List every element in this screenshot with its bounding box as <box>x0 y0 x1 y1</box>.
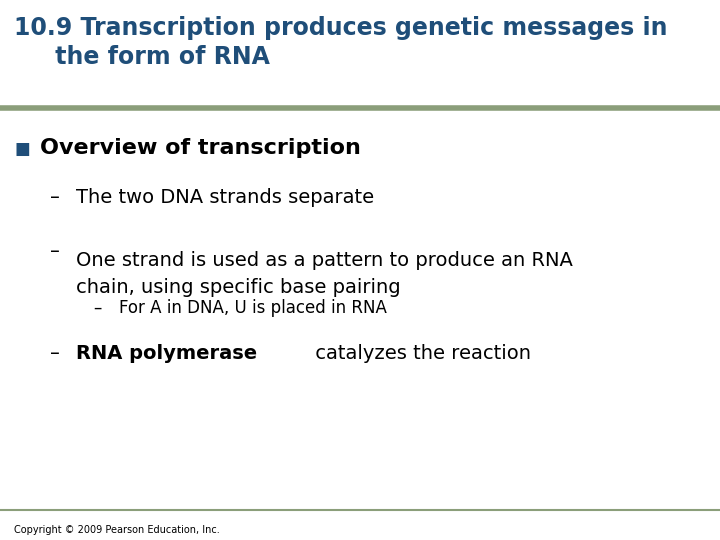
Text: –: – <box>50 344 60 363</box>
Text: Overview of transcription: Overview of transcription <box>40 138 361 159</box>
Text: RNA polymerase: RNA polymerase <box>76 344 257 363</box>
Text: For A in DNA, U is placed in RNA: For A in DNA, U is placed in RNA <box>119 299 387 317</box>
Text: 10.9 Transcription produces genetic messages in
     the form of RNA: 10.9 Transcription produces genetic mess… <box>14 16 668 69</box>
Text: Copyright © 2009 Pearson Education, Inc.: Copyright © 2009 Pearson Education, Inc. <box>14 524 220 535</box>
Text: –: – <box>50 241 60 261</box>
Text: catalyzes the reaction: catalyzes the reaction <box>310 344 531 363</box>
Text: –: – <box>94 299 102 317</box>
Text: –: – <box>50 187 60 207</box>
Text: ■: ■ <box>14 139 30 158</box>
Text: The two DNA strands separate: The two DNA strands separate <box>76 187 374 207</box>
Text: One strand is used as a pattern to produce an RNA
chain, using specific base pai: One strand is used as a pattern to produ… <box>76 251 572 296</box>
